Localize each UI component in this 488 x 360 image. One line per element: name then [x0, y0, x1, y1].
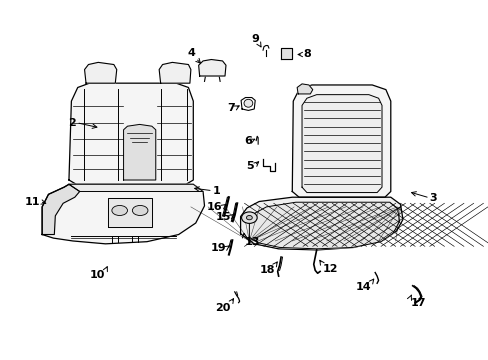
Text: 11: 11 — [24, 197, 40, 207]
Polygon shape — [249, 202, 399, 249]
Polygon shape — [69, 184, 203, 192]
Text: 1: 1 — [212, 186, 220, 196]
Text: 10: 10 — [90, 270, 105, 280]
Polygon shape — [280, 48, 292, 59]
Text: 14: 14 — [355, 282, 370, 292]
Text: 15: 15 — [215, 212, 230, 221]
Ellipse shape — [132, 206, 148, 216]
Text: 8: 8 — [303, 49, 310, 59]
Text: 19: 19 — [210, 243, 225, 253]
Polygon shape — [42, 184, 204, 244]
Polygon shape — [42, 184, 80, 234]
Polygon shape — [292, 85, 390, 197]
Polygon shape — [69, 83, 193, 184]
Text: 20: 20 — [215, 303, 230, 312]
Polygon shape — [198, 59, 225, 76]
Circle shape — [246, 216, 252, 220]
Polygon shape — [123, 125, 156, 180]
Ellipse shape — [244, 99, 252, 107]
Text: 18: 18 — [259, 265, 274, 275]
Polygon shape — [302, 95, 381, 193]
Text: 3: 3 — [429, 193, 437, 203]
Text: 16: 16 — [206, 202, 222, 212]
Text: 13: 13 — [244, 237, 259, 247]
Circle shape — [241, 212, 257, 224]
Polygon shape — [297, 84, 312, 94]
Text: 17: 17 — [409, 298, 425, 308]
Text: 5: 5 — [246, 161, 254, 171]
Text: 4: 4 — [187, 48, 195, 58]
Polygon shape — [240, 197, 402, 250]
Ellipse shape — [112, 206, 127, 216]
Text: 12: 12 — [322, 264, 337, 274]
Polygon shape — [159, 62, 190, 83]
Text: 2: 2 — [68, 118, 76, 128]
Text: 7: 7 — [226, 103, 234, 113]
Text: 9: 9 — [251, 34, 259, 44]
Polygon shape — [84, 62, 117, 83]
Polygon shape — [108, 198, 152, 226]
Text: 6: 6 — [244, 136, 251, 145]
